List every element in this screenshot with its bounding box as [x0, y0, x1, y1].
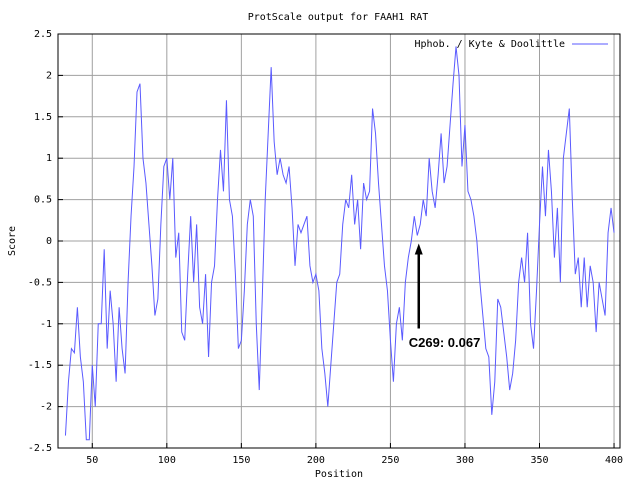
- y-tick-label: 0.5: [34, 195, 52, 206]
- y-tick-label: 0: [46, 236, 52, 247]
- x-axis-label: Position: [315, 469, 363, 480]
- y-tick-label: 1: [46, 153, 52, 164]
- y-tick-label: -2: [40, 402, 52, 413]
- chart-title: ProtScale output for FAAH1 RAT: [248, 12, 429, 23]
- x-tick-label: 200: [307, 455, 325, 466]
- legend-label: Hphob. / Kyte & Doolittle: [414, 39, 565, 50]
- y-tick-label: -1.5: [28, 360, 52, 371]
- annotation-arrowhead: [414, 243, 423, 255]
- y-tick-label: 1.5: [34, 112, 52, 123]
- data-line: [64, 46, 615, 441]
- x-tick-label: 150: [232, 455, 250, 466]
- y-tick-label: 2.5: [34, 29, 52, 40]
- y-tick-label: -0.5: [28, 277, 52, 288]
- x-tick-label: 350: [530, 455, 548, 466]
- x-tick-label: 300: [456, 455, 474, 466]
- y-tick-label: 2: [46, 70, 52, 81]
- x-tick-label: 250: [381, 455, 399, 466]
- x-tick-label: 400: [605, 455, 623, 466]
- annotation-label: C269: 0.067: [409, 335, 481, 350]
- x-tick-label: 50: [86, 455, 98, 466]
- y-tick-label: -1: [40, 319, 52, 330]
- y-axis-label: Score: [7, 226, 18, 256]
- x-tick-label: 100: [158, 455, 176, 466]
- y-tick-label: -2.5: [28, 443, 52, 454]
- plot-frame: [57, 33, 621, 449]
